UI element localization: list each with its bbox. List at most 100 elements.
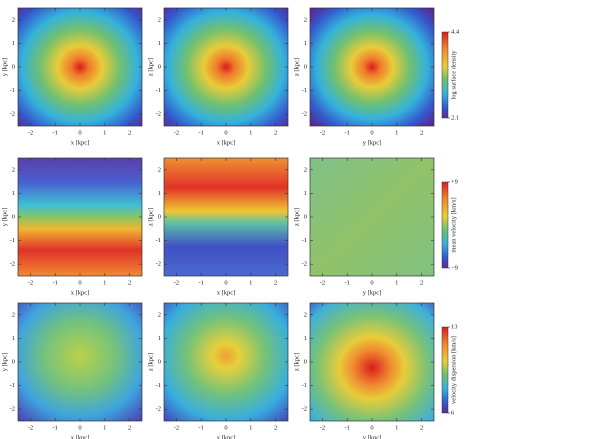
y-tick-label: 2 [158,16,161,23]
x-tick-label: 2 [274,129,277,136]
x-tick-label: 1 [103,424,106,431]
y-tick-label: 0 [12,213,15,220]
x-tick-label: 2 [274,279,277,286]
x-tick-label: 2 [128,279,131,286]
x-tick-label: 1 [103,129,106,136]
x-tick-label: 1 [103,279,106,286]
x-tick-label: 1 [395,279,398,286]
x-tick-label: 0 [370,129,373,136]
y-tick-label: 2 [304,166,307,173]
y-axis-label: z [kpc] [147,58,154,76]
x-tick-label: -1 [52,129,57,136]
y-tick-label: -1 [302,237,307,244]
y-tick-label: 2 [158,166,161,173]
y-tick-label: 2 [12,166,15,173]
y-axis-label: z [kpc] [293,208,300,226]
colorbar-label: log surface density [450,50,457,100]
y-tick-label: 2 [158,311,161,318]
density-map [18,8,142,126]
y-tick-label: -2 [10,111,15,118]
x-axis-label: y [kpc] [363,434,382,439]
x-tick-label: -2 [320,129,325,136]
y-tick-label: 0 [12,63,15,70]
x-tick-label: -2 [28,279,33,286]
x-tick-label: -2 [174,424,179,431]
x-tick-label: 2 [128,129,131,136]
x-axis-label: x [kpc] [71,434,90,439]
y-tick-label: 1 [304,40,307,47]
x-tick-label: -2 [320,424,325,431]
x-tick-label: -2 [174,279,179,286]
x-tick-label: 0 [224,129,227,136]
x-tick-label: 0 [224,279,227,286]
y-tick-label: -2 [156,406,161,413]
colorbar-tick-label: 2.1 [451,114,459,121]
y-tick-label: 2 [304,311,307,318]
colorbar [441,326,449,414]
y-tick-label: 1 [12,190,15,197]
y-tick-label: -1 [156,382,161,389]
y-tick-label: -2 [302,111,307,118]
colorbar-label: velocity dispersion [km/s] [450,336,457,404]
y-tick-label: 0 [12,358,15,365]
y-tick-label: 0 [304,213,307,220]
x-tick-label: 1 [249,424,252,431]
x-axis-label: x [kpc] [217,139,236,146]
x-tick-label: 2 [274,424,277,431]
x-axis-label: x [kpc] [217,434,236,439]
colorbar-tick-label: −9 [451,264,458,271]
x-tick-label: -2 [28,129,33,136]
x-tick-label: -1 [344,279,349,286]
y-tick-label: 1 [304,335,307,342]
y-tick-label: 2 [304,16,307,23]
y-tick-label: 1 [158,40,161,47]
x-tick-label: -1 [344,424,349,431]
x-tick-label: -2 [320,279,325,286]
x-tick-label: 2 [420,424,423,431]
y-tick-label: -2 [10,261,15,268]
x-axis-label: y [kpc] [363,139,382,146]
x-tick-label: 1 [249,279,252,286]
x-tick-label: 1 [249,129,252,136]
y-tick-label: 2 [12,16,15,23]
density-map [310,158,434,276]
x-tick-label: -1 [52,279,57,286]
density-map [164,303,288,421]
y-tick-label: 0 [158,358,161,365]
y-tick-label: 1 [12,40,15,47]
density-map [164,158,288,276]
y-tick-label: 0 [304,63,307,70]
y-tick-label: 2 [12,311,15,318]
y-axis-label: z [kpc] [147,353,154,371]
y-tick-label: -2 [10,406,15,413]
colorbar-label: mean velocity [km/s] [450,197,457,252]
density-map [18,303,142,421]
colorbar-tick-label: 13 [451,323,458,330]
y-tick-label: -1 [302,87,307,94]
colorbar-tick-label: 6 [451,409,455,416]
colorbar [441,31,449,119]
y-tick-label: -1 [156,87,161,94]
x-axis-label: x [kpc] [71,139,90,146]
x-tick-label: 0 [370,279,373,286]
y-tick-label: 1 [12,335,15,342]
y-tick-label: 1 [304,190,307,197]
x-tick-label: 0 [78,279,81,286]
y-tick-label: -2 [156,261,161,268]
x-axis-label: y [kpc] [363,289,382,296]
x-tick-label: -1 [198,424,203,431]
y-axis-label: z [kpc] [293,353,300,371]
colorbar-tick-label: +9 [451,178,458,185]
x-axis-label: x [kpc] [217,289,236,296]
x-tick-label: 2 [128,424,131,431]
y-tick-label: 0 [304,358,307,365]
x-tick-label: -1 [198,279,203,286]
x-tick-label: 2 [420,129,423,136]
density-map [310,8,434,126]
y-axis-label: z [kpc] [293,58,300,76]
colorbar-tick-label: 4.4 [451,28,460,35]
x-axis-label: x [kpc] [71,289,90,296]
x-tick-label: 0 [78,129,81,136]
density-map [310,303,434,421]
